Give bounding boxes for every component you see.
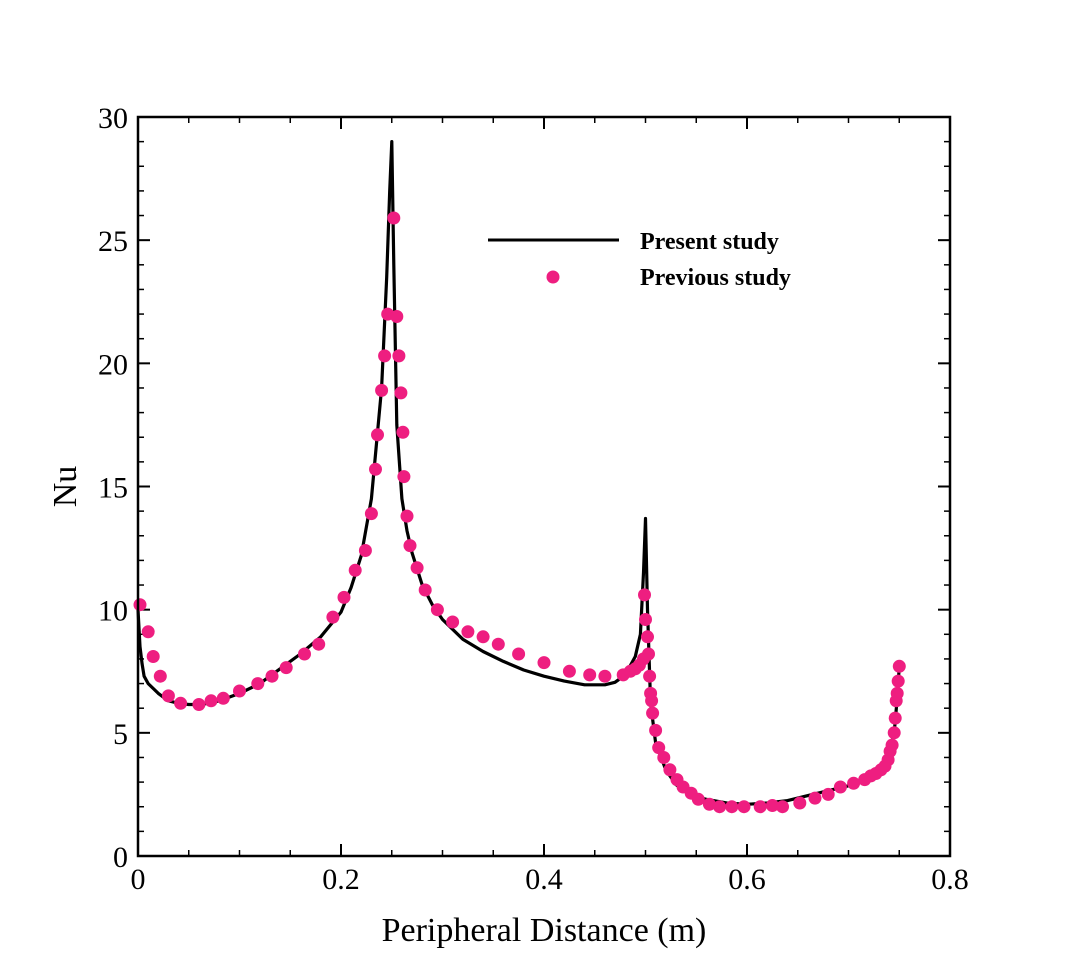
data-point-previous-study [491, 637, 505, 651]
data-point-previous-study [390, 310, 404, 323]
data-point-previous-study [702, 797, 716, 811]
data-point-previous-study [645, 694, 659, 708]
data-point-previous-study [216, 691, 230, 705]
data-point-previous-study [418, 583, 432, 597]
data-point-previous-study [397, 470, 411, 484]
data-point-previous-study [639, 613, 652, 626]
data-point-previous-study [371, 428, 384, 442]
y-tick-label: 5 [113, 718, 128, 751]
y-tick-label: 10 [98, 595, 128, 628]
data-point-previous-study [583, 668, 597, 682]
data-point-previous-study [476, 630, 490, 644]
data-point-previous-study [192, 698, 206, 711]
data-point-previous-study [141, 625, 155, 639]
data-point-previous-study [133, 598, 147, 612]
data-point-previous-study [892, 659, 906, 673]
data-point-previous-study [891, 674, 905, 688]
data-point-previous-study [890, 686, 904, 700]
y-tick-label: 20 [98, 348, 128, 381]
y-tick-label: 15 [98, 472, 128, 505]
data-point-previous-study [174, 696, 188, 710]
data-point-previous-study [446, 615, 460, 629]
data-point-previous-study [642, 647, 655, 661]
data-point-previous-study [652, 741, 666, 755]
legend-label-previous-study: Previous study [640, 265, 791, 291]
data-point-previous-study [394, 386, 408, 400]
data-point-previous-study [641, 630, 654, 644]
data-point-previous-study [691, 792, 705, 806]
data-point-previous-study [765, 799, 779, 812]
data-point-previous-study [233, 684, 246, 698]
data-point-previous-study [378, 349, 392, 363]
y-axis-title: Nu [47, 466, 84, 508]
x-tick-label: 0.6 [728, 863, 766, 896]
data-point-previous-study [793, 796, 807, 810]
data-point-previous-study [598, 669, 612, 683]
x-tick-label: 0 [131, 863, 146, 896]
plot-markers [133, 211, 906, 814]
data-point-previous-study [364, 507, 378, 521]
data-point-previous-study [430, 603, 444, 617]
x-tick-label: 0.2 [322, 863, 360, 896]
data-point-previous-study [265, 669, 279, 683]
data-point-previous-study [713, 800, 727, 814]
axis-ticks [137, 116, 951, 857]
data-point-previous-study [833, 780, 847, 794]
data-point-previous-study [358, 544, 372, 557]
data-point-previous-study [279, 661, 293, 675]
legend: Present study Previous study [488, 229, 791, 291]
data-point-previous-study [461, 625, 475, 639]
data-point-previous-study [326, 610, 340, 624]
data-point-previous-study [298, 647, 311, 661]
data-point-previous-study [885, 738, 899, 752]
data-point-previous-study [312, 637, 326, 651]
data-point-previous-study [348, 563, 362, 577]
legend-marker-swatch [546, 270, 560, 284]
data-point-previous-study [847, 776, 861, 790]
data-point-previous-study [369, 462, 382, 476]
legend-label-present-study: Present study [640, 229, 779, 255]
data-point-previous-study [146, 650, 160, 663]
data-point-previous-study [375, 383, 389, 397]
y-tick-label: 0 [113, 841, 128, 874]
x-tick-label: 0.8 [931, 863, 969, 896]
data-point-previous-study [396, 425, 410, 439]
data-point-previous-study [646, 706, 660, 720]
data-point-previous-study [808, 791, 822, 805]
y-tick-label: 30 [98, 102, 128, 135]
data-point-previous-study [725, 800, 739, 814]
data-point-previous-study [161, 689, 175, 703]
data-point-previous-study [512, 647, 526, 661]
data-point-previous-study [400, 509, 414, 523]
data-point-previous-study [638, 588, 651, 602]
data-point-previous-study [657, 751, 671, 764]
x-tick-label: 0.4 [525, 863, 563, 896]
data-point-previous-study [753, 800, 767, 814]
data-point-previous-study [153, 669, 167, 683]
data-point-previous-study [403, 539, 417, 553]
y-tick-label: 25 [98, 225, 128, 258]
data-point-previous-study [251, 677, 265, 691]
data-point-previous-study [537, 656, 551, 670]
data-point-previous-study [888, 711, 902, 725]
data-point-previous-study [776, 800, 789, 814]
data-point-previous-study [663, 763, 677, 777]
data-point-previous-study [562, 664, 576, 678]
data-point-previous-study [649, 723, 663, 737]
plot-frame [136, 115, 952, 858]
data-point-previous-study [643, 669, 657, 683]
x-axis-title: Peripheral Distance (m) [382, 912, 707, 949]
data-point-previous-study [392, 349, 406, 363]
data-point-previous-study [887, 726, 901, 740]
data-point-previous-study [821, 787, 835, 801]
data-point-previous-study [204, 694, 218, 708]
data-point-previous-study [387, 211, 401, 225]
data-point-previous-study [737, 800, 751, 814]
data-point-previous-study [337, 590, 351, 604]
axis-tick-labels: 0 0.2 0.4 0.6 0.8 0 5 10 15 20 25 30 [98, 102, 969, 896]
data-point-previous-study [410, 561, 424, 575]
